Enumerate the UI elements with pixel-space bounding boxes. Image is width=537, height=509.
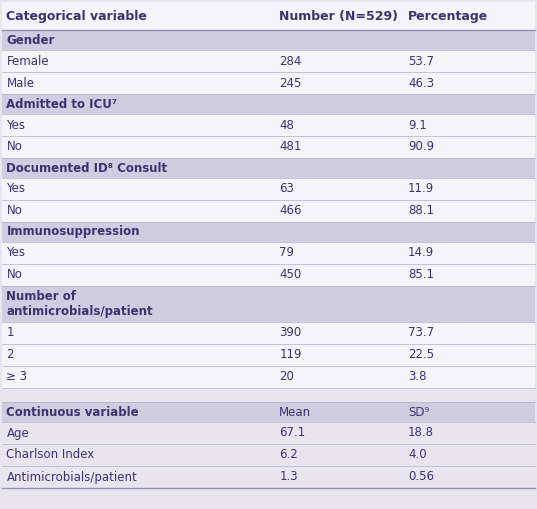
Text: 85.1: 85.1: [408, 269, 434, 281]
Bar: [2, 322, 535, 344]
Text: 3.8: 3.8: [408, 371, 426, 383]
Text: 67.1: 67.1: [279, 427, 306, 439]
Bar: [2, 402, 535, 422]
Bar: [2, 422, 535, 444]
Bar: [2, 158, 535, 178]
Text: 53.7: 53.7: [408, 54, 434, 68]
Text: Antimicrobials/patient: Antimicrobials/patient: [6, 470, 137, 484]
Text: Charlson Index: Charlson Index: [6, 448, 95, 462]
Text: 119: 119: [279, 349, 302, 361]
Text: 390: 390: [279, 326, 301, 340]
Text: 22.5: 22.5: [408, 349, 434, 361]
Text: Yes: Yes: [6, 119, 25, 131]
Text: 6.2: 6.2: [279, 448, 298, 462]
Text: 88.1: 88.1: [408, 205, 434, 217]
Text: Documented ID⁸ Consult: Documented ID⁸ Consult: [6, 161, 168, 175]
Bar: [2, 30, 535, 50]
Bar: [2, 388, 535, 402]
Text: 48: 48: [279, 119, 294, 131]
Text: 2: 2: [6, 349, 14, 361]
Text: 450: 450: [279, 269, 301, 281]
Bar: [2, 344, 535, 366]
Text: Number (N=529): Number (N=529): [279, 10, 398, 22]
Text: 73.7: 73.7: [408, 326, 434, 340]
Text: 11.9: 11.9: [408, 183, 434, 195]
Text: 466: 466: [279, 205, 302, 217]
Bar: [2, 94, 535, 114]
Text: 9.1: 9.1: [408, 119, 427, 131]
Bar: [2, 286, 535, 322]
Text: Male: Male: [6, 76, 34, 90]
Bar: [2, 444, 535, 466]
Bar: [2, 200, 535, 222]
Text: Immunosuppression: Immunosuppression: [6, 225, 140, 239]
Text: Yes: Yes: [6, 246, 25, 260]
Bar: [2, 222, 535, 242]
Text: 284: 284: [279, 54, 302, 68]
Text: 1.3: 1.3: [279, 470, 298, 484]
Bar: [2, 2, 535, 30]
Text: SD⁹: SD⁹: [408, 406, 430, 418]
Bar: [2, 136, 535, 158]
Text: Mean: Mean: [279, 406, 311, 418]
Text: 1: 1: [6, 326, 14, 340]
Text: 20: 20: [279, 371, 294, 383]
Text: Gender: Gender: [6, 34, 55, 46]
Text: Continuous variable: Continuous variable: [6, 406, 139, 418]
Text: antimicrobials/patient: antimicrobials/patient: [6, 305, 153, 318]
Text: Age: Age: [6, 427, 29, 439]
Bar: [2, 366, 535, 388]
Text: 90.9: 90.9: [408, 140, 434, 154]
Text: Admitted to ICU⁷: Admitted to ICU⁷: [6, 98, 118, 110]
Text: No: No: [6, 140, 23, 154]
Bar: [2, 242, 535, 264]
Text: 0.56: 0.56: [408, 470, 434, 484]
Bar: [2, 114, 535, 136]
Text: Number of: Number of: [6, 290, 76, 303]
Text: Female: Female: [6, 54, 49, 68]
Text: 18.8: 18.8: [408, 427, 434, 439]
Text: 245: 245: [279, 76, 302, 90]
Text: Categorical variable: Categorical variable: [6, 10, 147, 22]
Bar: [2, 178, 535, 200]
Text: 4.0: 4.0: [408, 448, 427, 462]
Text: No: No: [6, 205, 23, 217]
Text: ≥ 3: ≥ 3: [6, 371, 27, 383]
Bar: [2, 50, 535, 72]
Bar: [2, 72, 535, 94]
Bar: [2, 466, 535, 488]
Text: No: No: [6, 269, 23, 281]
Text: Percentage: Percentage: [408, 10, 488, 22]
Text: 481: 481: [279, 140, 302, 154]
Text: 63: 63: [279, 183, 294, 195]
Bar: [2, 264, 535, 286]
Text: 79: 79: [279, 246, 294, 260]
Text: Yes: Yes: [6, 183, 25, 195]
Text: 46.3: 46.3: [408, 76, 434, 90]
Text: 14.9: 14.9: [408, 246, 434, 260]
